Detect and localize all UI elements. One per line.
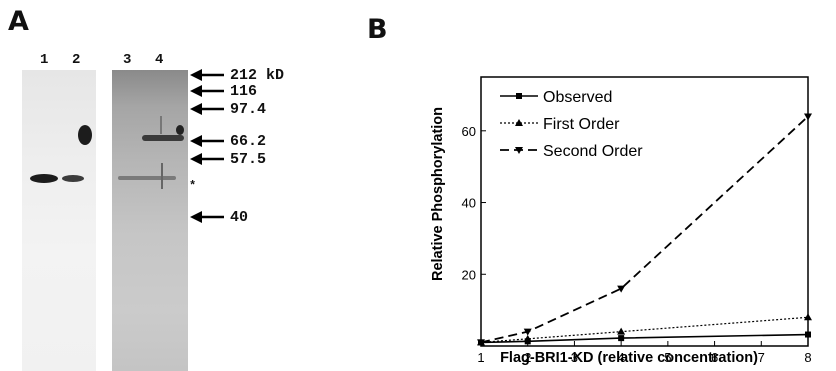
y-tick-label: 40 — [462, 196, 476, 211]
band-lane2-upper — [78, 125, 92, 145]
data-point-1-2 — [617, 327, 626, 335]
x-axis-label: Flag-BRI1-KD (relative concentration) — [500, 350, 758, 366]
asterisk-marker: * — [189, 179, 197, 193]
gel-streak-2 — [160, 116, 162, 134]
data-point-0-3 — [805, 331, 811, 338]
mw-label: 57.5 — [230, 150, 267, 168]
series-line-0 — [480, 333, 809, 344]
mw-label: 97.4 — [230, 100, 267, 118]
x-tick-label: 8 — [804, 350, 811, 365]
lane-label-4: 4 — [155, 52, 164, 68]
arrow-left-icon — [190, 153, 224, 165]
x-tick-label: 5 — [664, 350, 671, 365]
band-lane2 — [62, 175, 84, 182]
mw-marker-116: 116 — [190, 82, 258, 100]
y-tick-label: 20 — [462, 267, 476, 282]
arrow-left-icon — [190, 85, 224, 97]
mw-label: 40 — [230, 208, 249, 226]
mw-marker-212: 212 kD — [190, 66, 285, 84]
mw-label: 66.2 — [230, 132, 267, 150]
band-faint-lanes — [118, 176, 176, 180]
panel-a-letter: A — [8, 6, 29, 37]
plot-frame — [480, 76, 809, 347]
x-tick-label: 3 — [571, 350, 578, 365]
lane-label-2: 2 — [72, 52, 81, 68]
data-point-1-3 — [804, 313, 812, 321]
mw-label: 212 kD — [230, 66, 285, 84]
x-tick-label: 2 — [524, 350, 531, 365]
lane-label-1: 1 — [40, 52, 49, 68]
mw-marker-40: 40 — [190, 208, 249, 226]
x-tick-label: 7 — [758, 350, 765, 365]
lane-label-3: 3 — [123, 52, 132, 68]
legend-label-1: First Order — [543, 116, 620, 133]
arrow-left-icon — [190, 69, 224, 81]
mw-marker-97: 97.4 — [190, 100, 267, 118]
autoradiograph-gel — [22, 70, 96, 371]
legend-marker-0 — [516, 93, 522, 99]
series-lines — [477, 113, 812, 347]
x-tick-label: 6 — [711, 350, 718, 365]
arrow-left-icon — [190, 211, 224, 223]
band-lane4-66kd — [142, 135, 184, 141]
series-line-2 — [480, 115, 809, 344]
data-point-0-2 — [618, 335, 625, 342]
series-line-1 — [480, 316, 809, 344]
x-tick-label: 1 — [477, 350, 484, 365]
legend-label-2: Second Order — [543, 143, 643, 160]
y-axis-ticks: 20 40 60 — [462, 124, 486, 282]
stained-gel — [112, 70, 188, 371]
panel-b-letter: B — [367, 14, 388, 45]
mw-label: 116 — [230, 82, 258, 100]
y-axis-label: Relative Phosphorylation — [430, 107, 446, 281]
mw-marker-66: 66.2 — [190, 132, 267, 150]
band-lane1 — [30, 174, 58, 183]
legend-label-0: Observed — [543, 89, 612, 106]
chart-axes — [480, 76, 809, 347]
arrow-left-icon — [190, 135, 224, 147]
band-lane4-dot — [176, 125, 184, 135]
chart-legend: Observed First Order Second Order — [500, 89, 643, 160]
mw-marker-57: 57.5 — [190, 150, 267, 168]
y-tick-label: 60 — [462, 124, 476, 139]
arrow-left-icon — [190, 103, 224, 115]
gel-streak — [161, 163, 163, 189]
x-tick-label: 4 — [618, 350, 625, 365]
